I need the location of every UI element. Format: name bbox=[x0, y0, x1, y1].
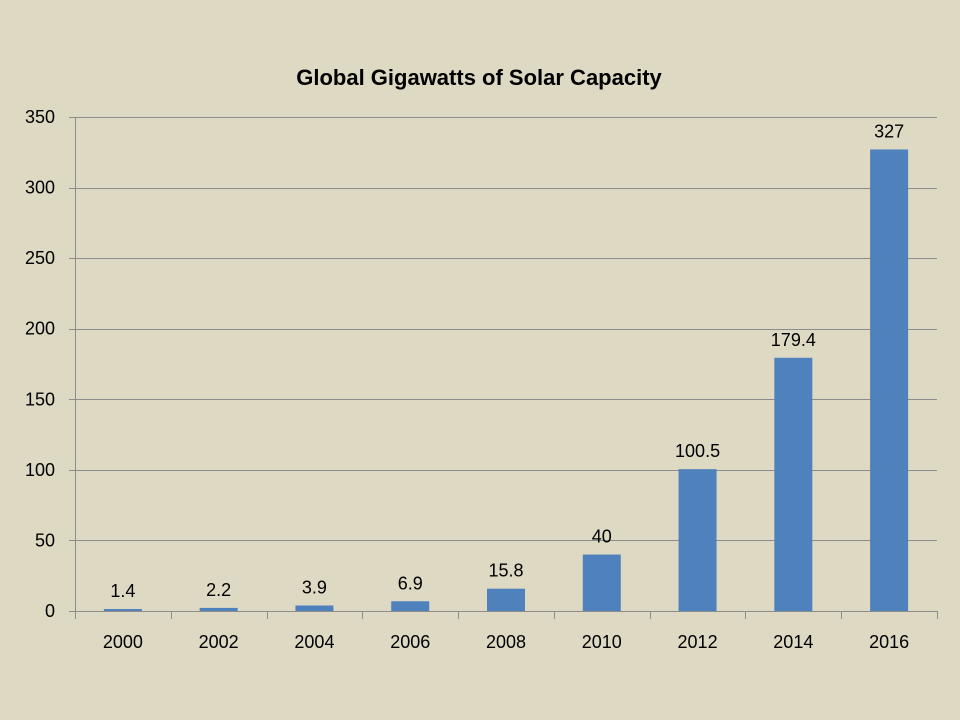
bar bbox=[295, 605, 334, 611]
x-tick-label: 2016 bbox=[869, 632, 909, 652]
x-tick-label: 2012 bbox=[678, 632, 718, 652]
y-tick-label: 300 bbox=[25, 178, 55, 198]
x-tick-label: 2000 bbox=[103, 632, 143, 652]
bar bbox=[678, 469, 717, 611]
y-tick-label: 100 bbox=[25, 460, 55, 480]
bar bbox=[870, 149, 909, 611]
labels: 0 50 100 150 200 250 300 350 1.4 2000 2.2 2002 3.9 20… bbox=[25, 107, 909, 652]
data-label: 1.4 bbox=[110, 581, 135, 601]
data-label: 2.2 bbox=[206, 580, 231, 600]
x-tick-label: 2008 bbox=[486, 632, 526, 652]
x-tick-label: 2006 bbox=[390, 632, 430, 652]
y-tick-label: 150 bbox=[25, 389, 55, 409]
bar bbox=[391, 601, 430, 611]
bar bbox=[487, 588, 525, 611]
data-label: 15.8 bbox=[488, 561, 523, 581]
x-tick-label: 2010 bbox=[582, 632, 622, 652]
bar bbox=[199, 607, 238, 611]
x-tick-label: 2014 bbox=[773, 632, 813, 652]
data-label: 3.9 bbox=[302, 577, 327, 597]
bar bbox=[103, 609, 142, 611]
gridlines bbox=[75, 117, 937, 541]
y-tick-label: 0 bbox=[45, 601, 55, 621]
data-label: 40 bbox=[592, 527, 612, 547]
y-tick-label: 350 bbox=[25, 107, 55, 127]
y-tick-label: 50 bbox=[35, 530, 55, 550]
data-label: 100.5 bbox=[675, 441, 720, 461]
data-label: 179.4 bbox=[771, 330, 816, 350]
chart-title: Global Gigawatts of Solar Capacity bbox=[296, 65, 662, 90]
bar bbox=[582, 554, 621, 611]
data-label: 6.9 bbox=[398, 573, 423, 593]
y-tick-label: 200 bbox=[25, 319, 55, 339]
bar bbox=[774, 357, 813, 611]
y-tick-label: 250 bbox=[25, 248, 55, 268]
data-label: 327 bbox=[874, 121, 904, 141]
x-tick-label: 2004 bbox=[294, 632, 334, 652]
bars bbox=[103, 149, 909, 611]
x-tick-label: 2002 bbox=[199, 632, 239, 652]
axes bbox=[69, 117, 938, 619]
